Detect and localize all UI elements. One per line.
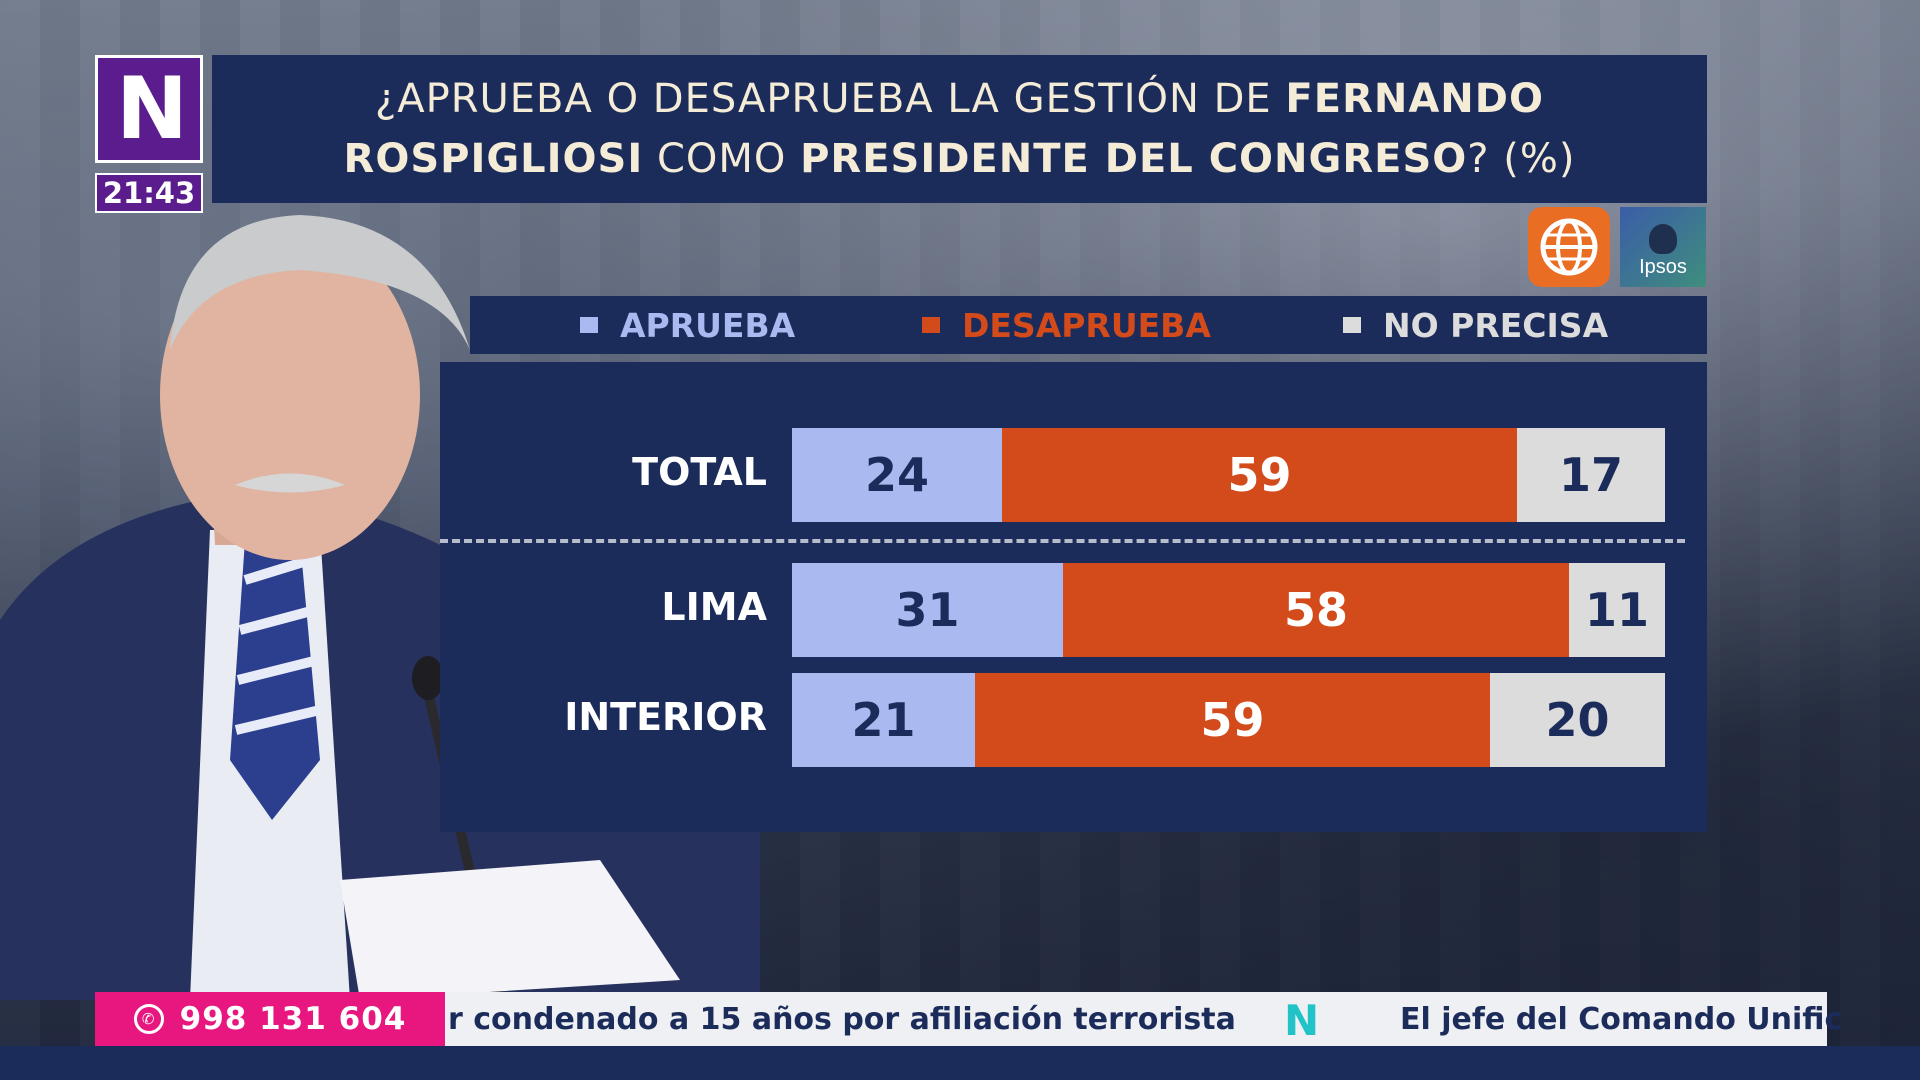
row-label-total: TOTAL xyxy=(632,450,767,494)
title-line-2-bold-a: ROSPIGLIOSI xyxy=(343,136,644,182)
title-line-1: ¿APRUEBA O DESAPRUEBA LA GESTIÓN DE FERN… xyxy=(375,69,1544,129)
clock: 21:43 xyxy=(95,173,203,213)
globe-icon xyxy=(1540,218,1598,276)
bar-lima-aprueba: 31 xyxy=(792,563,1063,657)
title-line-2-regular-b: ? (%) xyxy=(1467,136,1576,182)
ipsos-logo: Ipsos xyxy=(1620,207,1706,287)
legend-swatch-aprueba xyxy=(580,317,598,333)
title-line-1-regular: ¿APRUEBA O DESAPRUEBA LA GESTIÓN DE xyxy=(375,76,1286,122)
row-label-lima: LIMA xyxy=(661,585,767,629)
bar-interior-desaprueba: 59 xyxy=(975,673,1490,767)
title-line-1-bold: FERNANDO xyxy=(1285,76,1544,122)
bar-lima-desaprueba: 58 xyxy=(1063,563,1569,657)
ticker-text-right: El jefe del Comando Unific xyxy=(1400,1001,1843,1037)
bar-total-desaprueba: 59 xyxy=(1002,428,1517,522)
legend-swatch-no-precisa xyxy=(1343,317,1361,333)
legend-no-precisa: NO PRECISA xyxy=(1343,306,1608,345)
chart-title: ¿APRUEBA O DESAPRUEBA LA GESTIÓN DE FERN… xyxy=(212,55,1707,203)
legend-label-aprueba: APRUEBA xyxy=(620,305,796,345)
channel-logo-letter: N xyxy=(116,59,188,159)
bottom-bar xyxy=(0,1046,1920,1080)
bar-total-aprueba: 24 xyxy=(792,428,1002,522)
legend-label-desaprueba: DESAPRUEBA xyxy=(962,305,1211,345)
title-line-2-bold-b: PRESIDENTE DEL CONGRESO xyxy=(800,136,1468,182)
legend-swatch-desaprueba xyxy=(922,317,940,333)
whatsapp-icon: ✆ xyxy=(133,1004,164,1034)
total-separator-line xyxy=(440,539,1685,543)
row-label-interior: INTERIOR xyxy=(564,695,767,739)
bar-lima-no-precisa: 11 xyxy=(1569,563,1665,657)
america-tv-logo xyxy=(1528,207,1610,287)
legend-label-no-precisa: NO PRECISA xyxy=(1383,305,1609,345)
bar-total-no-precisa: 17 xyxy=(1517,428,1665,522)
ticker-separator-logo: N xyxy=(1284,996,1319,1045)
speaker-photo xyxy=(0,215,760,1000)
bar-interior-aprueba: 21 xyxy=(792,673,975,767)
channel-logo: N xyxy=(95,55,203,163)
ipsos-logo-text: Ipsos xyxy=(1639,256,1687,278)
title-line-2: ROSPIGLIOSI COMO PRESIDENTE DEL CONGRESO… xyxy=(344,129,1576,189)
bar-interior-no-precisa: 20 xyxy=(1490,673,1665,767)
ticker-text-left: r condenado a 15 años por afiliación ter… xyxy=(448,1001,1236,1037)
whatsapp-phone: ✆ 998 131 604 xyxy=(95,992,445,1046)
title-line-2-regular-a: COMO xyxy=(643,136,801,182)
chart-legend: APRUEBA DESAPRUEBA NO PRECISA xyxy=(470,296,1707,354)
phone-number: 998 131 604 xyxy=(179,1001,407,1037)
ipsos-head-icon xyxy=(1649,224,1677,254)
legend-aprueba: APRUEBA xyxy=(580,306,795,345)
legend-desaprueba: DESAPRUEBA xyxy=(922,306,1211,345)
